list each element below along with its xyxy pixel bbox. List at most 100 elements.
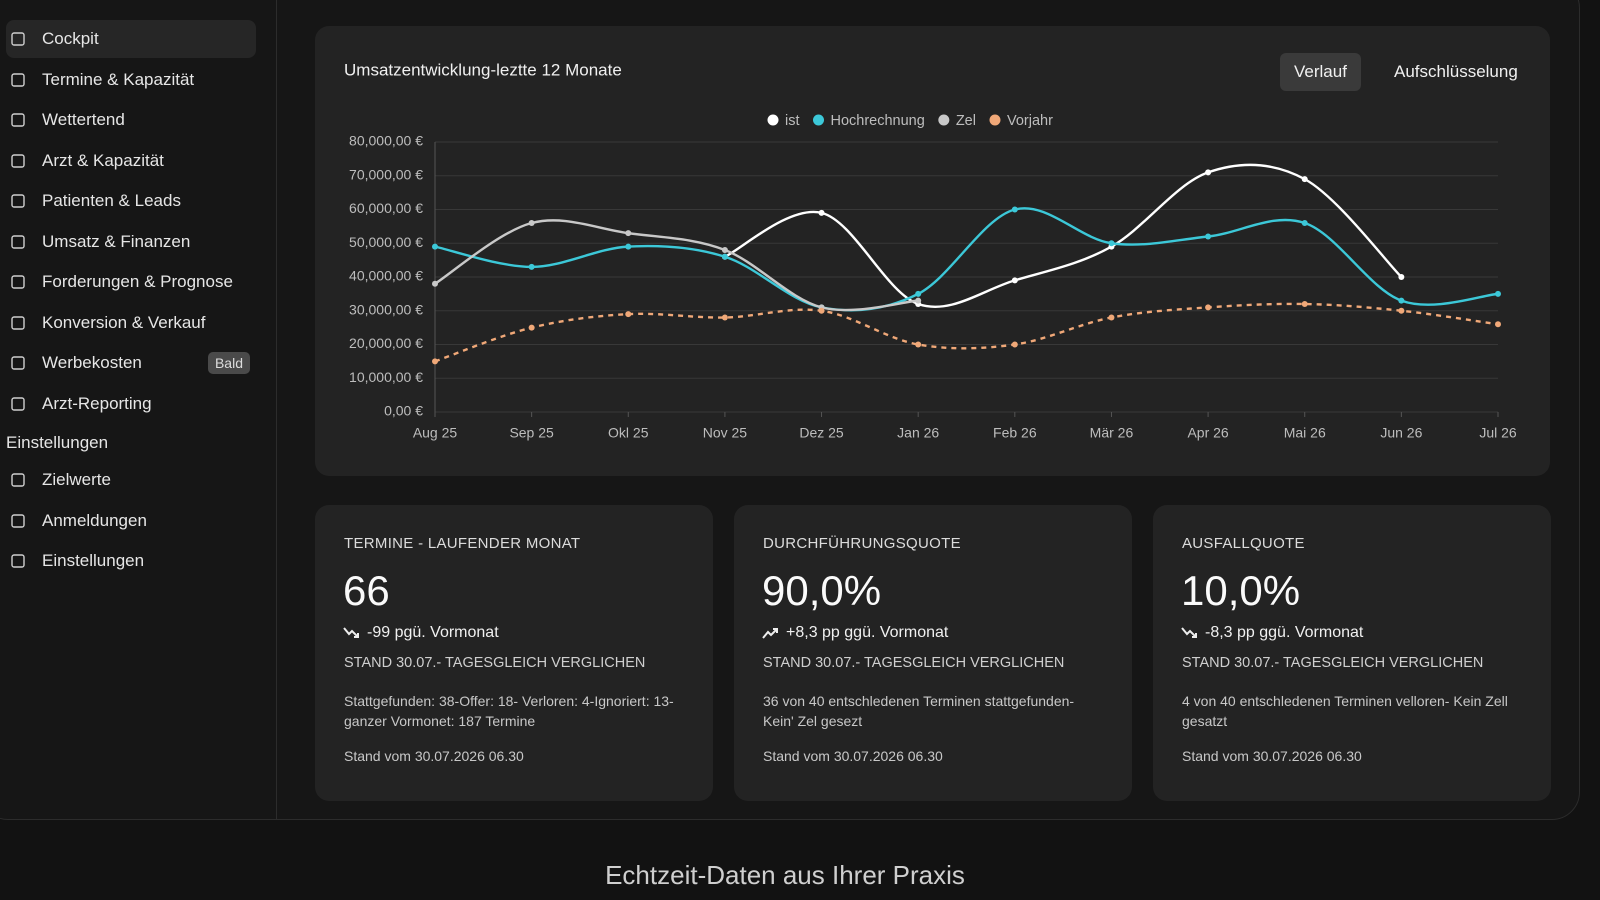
series-line: [434, 302, 1499, 363]
data-point: [432, 280, 438, 287]
nav-item[interactable]: Wettertend: [6, 101, 256, 139]
data-point: [915, 297, 922, 304]
icon-shape: [11, 32, 25, 46]
nav-label: Umsatz & Finanzen: [42, 231, 191, 251]
data-point: [528, 220, 535, 226]
nav-item[interactable]: Werbekosten Bald: [6, 344, 256, 382]
nav-item[interactable]: Cockpit: [6, 20, 256, 58]
legend-dot: [989, 114, 1001, 126]
data-point: [721, 314, 728, 321]
y-tick-label: 80,000,00 €: [349, 133, 423, 149]
y-tick-label: 60,000,00 €: [349, 200, 423, 216]
icon-shape: [11, 513, 25, 528]
trend-icon: [343, 627, 359, 638]
card-value: 10,0%: [1181, 567, 1301, 614]
icon-shape: [11, 554, 25, 568]
nav-label: Forderungen & Prognose: [42, 272, 233, 291]
y-tick-label: 50,000,00 €: [349, 234, 423, 250]
nav-item[interactable]: Forderungen & Prognose: [6, 263, 256, 301]
chart: Umsatzentwicklung-leztte 12 Monate 0,00 …: [344, 60, 1517, 441]
card-change-text: +8,3 pp ggü. Vormonat: [786, 624, 949, 641]
nav-item[interactable]: Konversion & Verkauf: [6, 304, 256, 342]
trend-arrow: [343, 627, 359, 638]
card-timestamp: Stand vom 30.07.2026 06.30: [344, 748, 524, 764]
card-change-text: -8,3 pp ggü. Vormonat: [1205, 624, 1364, 641]
card-title: DURCHFÜHRUNGSQUOTE: [763, 535, 961, 552]
y-tick-label: 30,000,00 €: [349, 301, 423, 317]
data-point: [915, 341, 922, 348]
series-line: [434, 207, 1499, 312]
tab[interactable]: Aufschlüsselung: [1394, 62, 1518, 81]
tab[interactable]: Verlauf: [1280, 53, 1361, 91]
icon: [11, 234, 25, 249]
card-stand: STAND 30.07.- TAGESGLEICH VERGLICHEN: [763, 655, 1065, 671]
card-change: -8,3 pp ggü. Vormonat: [1181, 624, 1363, 642]
legend-dot: [938, 114, 950, 126]
card-change: -99 pgü. Vormonat: [343, 624, 499, 642]
card-change: +8,3 pp ggü. Vormonat: [762, 624, 948, 642]
icon: [11, 194, 25, 208]
card-timestamp: Stand vom 30.07.2026 06.30: [1182, 748, 1362, 764]
data-point: [1205, 169, 1212, 176]
card-stand: STAND 30.07.- TAGESGLEICH VERGLICHEN: [344, 655, 646, 671]
icon: [11, 396, 25, 411]
data-point: [818, 209, 825, 216]
nav-item[interactable]: Patienten & Leads: [6, 182, 256, 220]
nav-label: Cockpit: [42, 29, 99, 48]
kpi-card: DURCHFÜHRUNGSQUOTE 90,0% +8,3 pp ggü. Vorm…: [734, 505, 1132, 801]
sidebar: Cockpit Termine & Kapazität Wettertend Arzt…: [0, 0, 277, 820]
series-line: [724, 163, 1403, 309]
nav-item[interactable]: Umsatz & Finanzen: [6, 223, 256, 261]
x-tick-label: Dez 25: [799, 425, 844, 441]
icon-shape: [11, 356, 25, 370]
data-point: [1011, 206, 1018, 213]
data-point: [625, 243, 632, 250]
icon: [11, 356, 25, 370]
x-tick-label: Jan 26: [897, 425, 939, 441]
data-point: [432, 243, 438, 250]
legend-label: Vorjahr: [1007, 113, 1053, 129]
icon-shape: [11, 315, 25, 330]
x-tick-label: Apr 26: [1187, 425, 1228, 441]
card-title: TERMINE - LAUFENDER MONAT: [344, 535, 581, 552]
x-tick-label: Aug 25: [413, 425, 458, 441]
data-point: [818, 307, 825, 314]
icon-shape: [11, 473, 25, 487]
nav-item[interactable]: Arzt-Reporting: [6, 385, 256, 423]
icon: [11, 473, 25, 487]
data-point: [721, 247, 728, 253]
nav-label: Termine & Kapazität: [42, 69, 195, 89]
chart-title: Umsatzentwicklung-leztte 12 Monate: [344, 60, 622, 79]
data-point: [915, 290, 922, 297]
nav-item[interactable]: Zielwerte: [6, 461, 256, 499]
y-tick-label: 20,000,00 €: [349, 335, 423, 351]
nav-item[interactable]: Einstellungen: [6, 542, 256, 580]
icon-shape: [11, 234, 25, 249]
data-point: [1398, 307, 1405, 314]
x-tick-label: Sep 25: [509, 425, 554, 441]
card-value: 90,0%: [762, 567, 882, 614]
icon: [11, 72, 25, 87]
icon-shape: [11, 153, 25, 168]
data-point: [1205, 304, 1212, 311]
nav-item[interactable]: Termine & Kapazität: [6, 61, 256, 99]
legend-label: Zel: [956, 113, 976, 129]
footer: Echtzeit-Daten aus Ihrer Praxis: [605, 860, 965, 890]
data-point: [528, 324, 535, 331]
icon: [11, 32, 25, 46]
badge: Bald: [207, 352, 250, 374]
x-tick-label: Jun 26: [1380, 425, 1422, 441]
data-point: [1495, 290, 1501, 297]
nav-item[interactable]: Arzt & Kapazität: [6, 142, 256, 180]
data-point: [1301, 301, 1308, 307]
icon-shape: [11, 194, 25, 208]
card-title: AUSFALLQUOTE: [1182, 535, 1305, 552]
data-point: [721, 253, 728, 260]
series-line: [434, 219, 919, 312]
legend-dot: [767, 114, 779, 126]
nav-item[interactable]: Anmeldungen: [6, 502, 256, 540]
data-point: [1108, 240, 1115, 247]
data-point: [1205, 233, 1212, 240]
icon-shape: [11, 113, 25, 127]
